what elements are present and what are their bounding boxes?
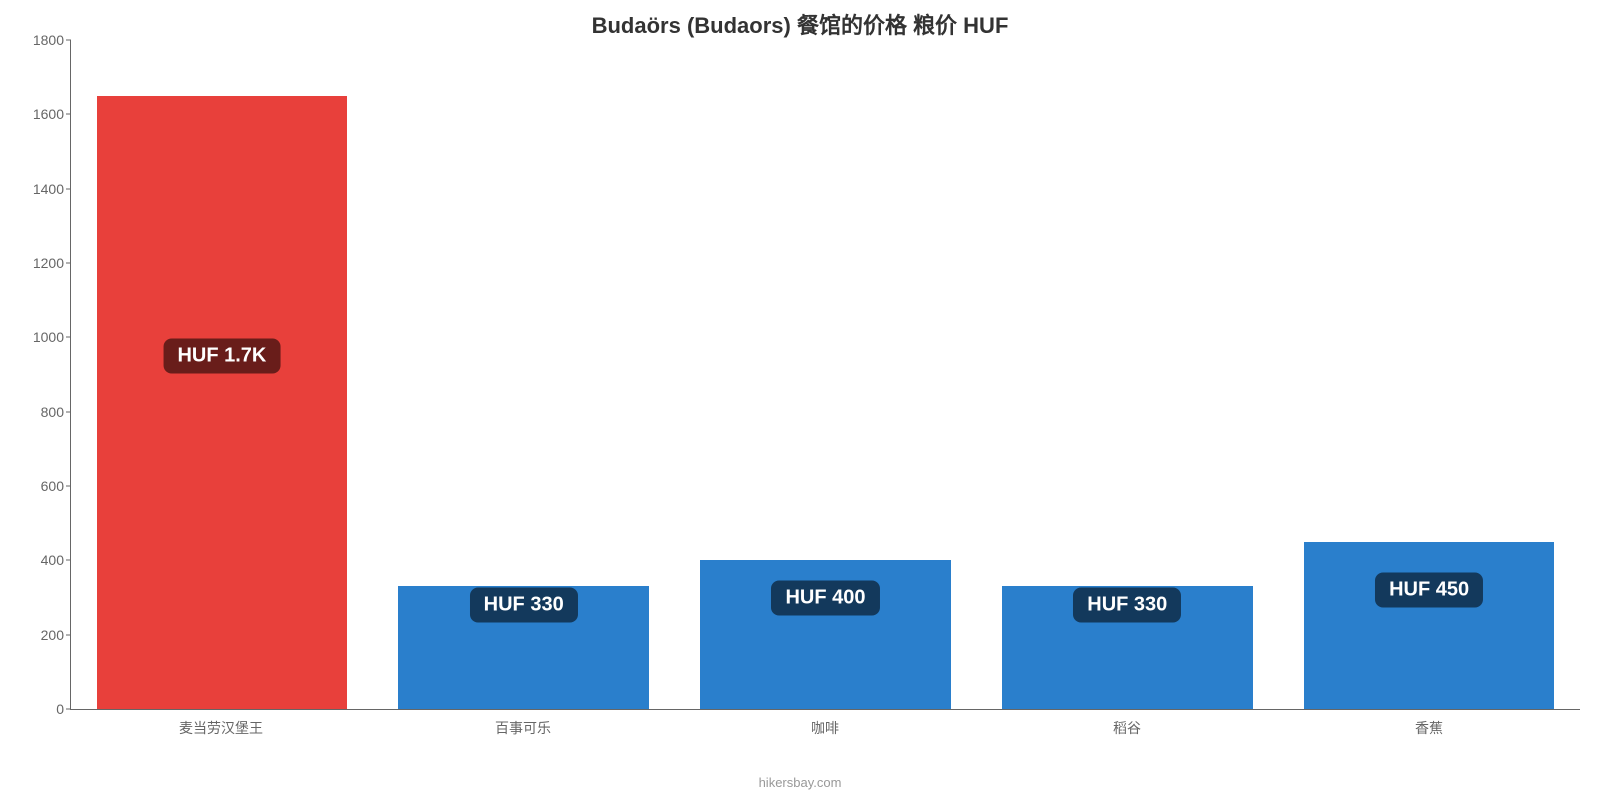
x-tick-label: 香蕉 [1278, 710, 1580, 740]
y-tick-label: 0 [19, 701, 64, 717]
plot-region: 020040060080010001200140016001800 HUF 1.… [70, 40, 1580, 710]
value-badge: HUF 1.7K [163, 338, 280, 373]
y-tick-label: 1000 [19, 329, 64, 345]
value-badge: HUF 330 [1073, 587, 1181, 622]
y-tick-label: 1400 [19, 181, 64, 197]
bar: HUF 450 [1304, 542, 1554, 709]
x-tick-label: 百事可乐 [372, 710, 674, 740]
bar-slot: HUF 330 [976, 40, 1278, 709]
y-tick-label: 800 [19, 404, 64, 420]
chart-footer: hikersbay.com [0, 775, 1600, 790]
y-tick-label: 1800 [19, 32, 64, 48]
x-axis-labels: 麦当劳汉堡王百事可乐咖啡稻谷香蕉 [70, 710, 1580, 740]
chart-area: 020040060080010001200140016001800 HUF 1.… [70, 40, 1580, 740]
value-badge: HUF 450 [1375, 573, 1483, 608]
bar-slot: HUF 1.7K [71, 40, 373, 709]
value-badge: HUF 330 [470, 587, 578, 622]
bar-slot: HUF 450 [1278, 40, 1580, 709]
y-tick-label: 200 [19, 627, 64, 643]
bar: HUF 330 [398, 586, 648, 709]
bars-container: HUF 1.7K HUF 330 HUF 400 HUF 330 HUF 450 [71, 40, 1580, 709]
y-tick-label: 400 [19, 552, 64, 568]
bar: HUF 1.7K [97, 96, 347, 709]
x-tick-label: 稻谷 [976, 710, 1278, 740]
x-tick-label: 麦当劳汉堡王 [70, 710, 372, 740]
x-tick-label: 咖啡 [674, 710, 976, 740]
chart-title: Budaörs (Budaors) 餐馆的价格 粮价 HUF [0, 8, 1600, 40]
bar: HUF 400 [700, 560, 950, 709]
y-tick-label: 1600 [19, 106, 64, 122]
y-tick-label: 600 [19, 478, 64, 494]
bar-slot: HUF 400 [675, 40, 977, 709]
value-badge: HUF 400 [771, 580, 879, 615]
bar-slot: HUF 330 [373, 40, 675, 709]
y-tick-label: 1200 [19, 255, 64, 271]
bar: HUF 330 [1002, 586, 1252, 709]
